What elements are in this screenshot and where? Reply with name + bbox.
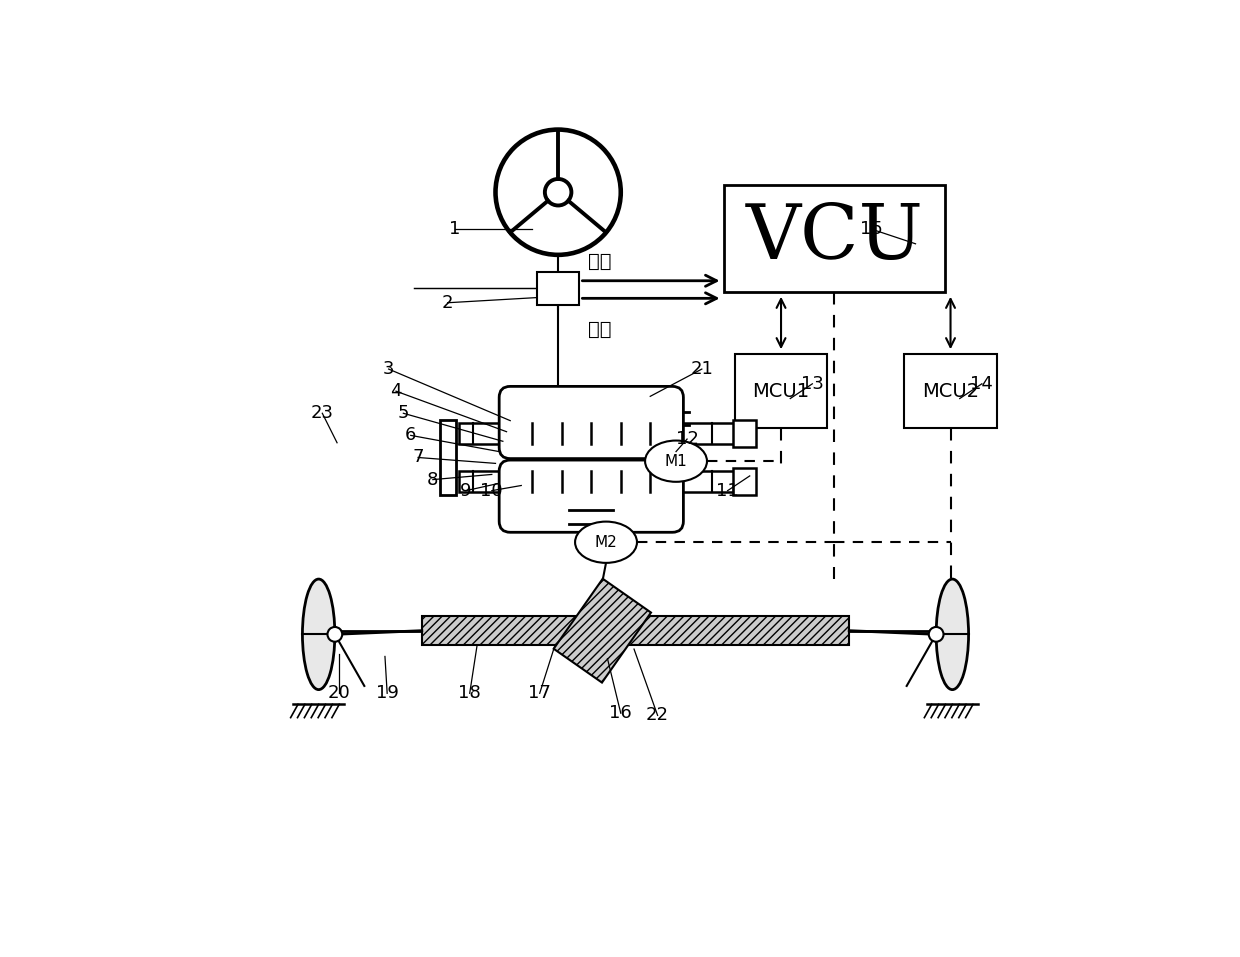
Text: 8: 8: [427, 471, 439, 489]
FancyBboxPatch shape: [500, 387, 683, 458]
Text: 23: 23: [311, 404, 334, 422]
Bar: [422, 616, 849, 645]
Circle shape: [327, 627, 342, 642]
Text: 15: 15: [859, 220, 883, 238]
Bar: [733, 420, 756, 447]
Ellipse shape: [645, 440, 707, 481]
Text: 11: 11: [717, 481, 739, 500]
Bar: [537, 272, 579, 305]
Polygon shape: [554, 579, 651, 682]
Text: 转角: 转角: [588, 253, 611, 271]
Text: 16: 16: [609, 704, 632, 723]
Text: 20: 20: [327, 684, 350, 702]
Text: 17: 17: [528, 684, 551, 702]
Text: 21: 21: [691, 360, 713, 378]
Ellipse shape: [303, 579, 335, 690]
Bar: [440, 420, 456, 495]
Ellipse shape: [936, 579, 968, 690]
Text: 18: 18: [459, 684, 481, 702]
FancyBboxPatch shape: [500, 460, 683, 532]
Bar: [733, 468, 756, 495]
Bar: [735, 354, 827, 428]
Ellipse shape: [575, 522, 637, 563]
Text: 转矩: 转矩: [588, 321, 611, 340]
Text: 22: 22: [646, 706, 670, 724]
Text: 13: 13: [801, 375, 823, 392]
Text: 1: 1: [449, 220, 460, 238]
Text: 9: 9: [460, 481, 471, 500]
Text: M2: M2: [595, 535, 618, 549]
Text: 10: 10: [480, 481, 503, 500]
Text: 14: 14: [971, 375, 993, 392]
Text: 3: 3: [383, 360, 394, 378]
Text: 19: 19: [376, 684, 398, 702]
Text: 7: 7: [413, 449, 424, 466]
Bar: [459, 423, 754, 444]
Text: 2: 2: [441, 294, 454, 312]
Text: MCU1: MCU1: [753, 382, 810, 401]
Text: 5: 5: [398, 404, 409, 422]
Bar: [904, 354, 997, 428]
Text: VCU: VCU: [745, 201, 924, 276]
Bar: [724, 185, 945, 292]
Circle shape: [929, 627, 944, 642]
Text: 12: 12: [676, 430, 698, 448]
Text: 4: 4: [391, 382, 402, 400]
Text: MCU2: MCU2: [923, 382, 980, 401]
Text: 6: 6: [405, 427, 417, 444]
Text: M1: M1: [665, 454, 687, 469]
Bar: [459, 471, 754, 492]
